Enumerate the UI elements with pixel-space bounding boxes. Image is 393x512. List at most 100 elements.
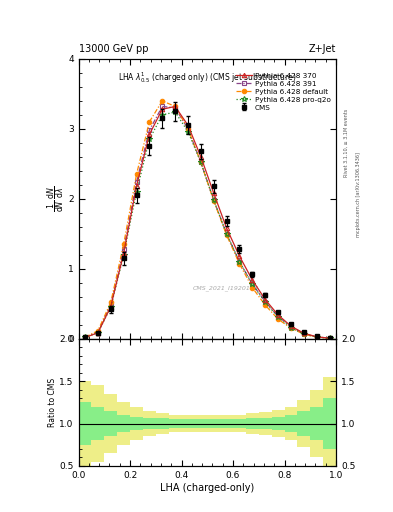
Pythia 6.428 pro-q2o bbox=[288, 325, 293, 331]
Bar bbox=[208, 419, 220, 428]
Text: LHA $\lambda^{1}_{0.5}$ (charged only) (CMS jet substructure): LHA $\lambda^{1}_{0.5}$ (charged only) (… bbox=[118, 70, 297, 85]
Pythia 6.428 default bbox=[263, 302, 268, 308]
Pythia 6.428 pro-q2o bbox=[198, 159, 203, 165]
Pythia 6.428 default bbox=[134, 171, 139, 177]
Pythia 6.428 pro-q2o bbox=[121, 252, 126, 258]
Pythia 6.428 pro-q2o bbox=[250, 281, 255, 287]
Pythia 6.428 370 bbox=[108, 304, 113, 310]
Pythia 6.428 391 bbox=[250, 281, 255, 287]
Legend: Pythia 6.428 370, Pythia 6.428 391, Pythia 6.428 default, Pythia 6.428 pro-q2o, : Pythia 6.428 370, Pythia 6.428 391, Pyth… bbox=[235, 71, 332, 112]
Pythia 6.428 default bbox=[121, 241, 126, 247]
Text: Z+Jet: Z+Jet bbox=[309, 44, 336, 54]
Bar bbox=[208, 415, 220, 432]
Pythia 6.428 370 bbox=[327, 335, 332, 342]
Bar bbox=[272, 417, 285, 430]
Bar bbox=[130, 407, 143, 440]
Pythia 6.428 default bbox=[237, 261, 242, 267]
Pythia 6.428 370 bbox=[250, 277, 255, 283]
Bar bbox=[246, 418, 259, 429]
Bar bbox=[105, 394, 117, 453]
Pythia 6.428 370 bbox=[211, 190, 216, 196]
Bar bbox=[79, 381, 92, 466]
Bar bbox=[182, 419, 195, 428]
Pythia 6.428 default bbox=[198, 159, 203, 165]
Bar bbox=[323, 377, 336, 470]
Pythia 6.428 370 bbox=[160, 106, 165, 112]
Pythia 6.428 391 bbox=[211, 197, 216, 203]
Pythia 6.428 pro-q2o bbox=[95, 330, 100, 336]
Pythia 6.428 pro-q2o bbox=[185, 129, 190, 135]
Bar bbox=[298, 411, 310, 436]
Pythia 6.428 pro-q2o bbox=[160, 112, 165, 118]
Bar bbox=[156, 413, 169, 434]
Bar bbox=[323, 398, 336, 449]
Bar bbox=[259, 418, 272, 430]
Bar bbox=[220, 419, 233, 428]
Pythia 6.428 pro-q2o bbox=[147, 136, 152, 142]
Pythia 6.428 pro-q2o bbox=[301, 331, 306, 337]
Line: Pythia 6.428 default: Pythia 6.428 default bbox=[83, 99, 332, 340]
Pythia 6.428 391 bbox=[301, 330, 306, 336]
Pythia 6.428 default bbox=[173, 103, 178, 110]
Bar bbox=[310, 407, 323, 440]
Pythia 6.428 391 bbox=[160, 103, 165, 110]
Bar bbox=[117, 402, 130, 445]
Pythia 6.428 391 bbox=[95, 329, 100, 335]
Pythia 6.428 pro-q2o bbox=[83, 334, 87, 340]
Pythia 6.428 default bbox=[185, 126, 190, 132]
Pythia 6.428 370 bbox=[134, 183, 139, 189]
Bar bbox=[143, 411, 156, 436]
Pythia 6.428 pro-q2o bbox=[108, 304, 113, 310]
Bar bbox=[298, 400, 310, 447]
Pythia 6.428 391 bbox=[134, 179, 139, 185]
Pythia 6.428 default bbox=[224, 232, 229, 238]
Text: Rivet 3.1.10, ≥ 3.1M events: Rivet 3.1.10, ≥ 3.1M events bbox=[344, 109, 349, 178]
Pythia 6.428 370 bbox=[224, 225, 229, 231]
Bar bbox=[195, 415, 208, 432]
Pythia 6.428 391 bbox=[83, 334, 87, 340]
Pythia 6.428 391 bbox=[276, 313, 281, 319]
Line: Pythia 6.428 370: Pythia 6.428 370 bbox=[83, 104, 332, 340]
Pythia 6.428 default bbox=[327, 335, 332, 342]
X-axis label: LHA (charged-only): LHA (charged-only) bbox=[160, 482, 254, 493]
Pythia 6.428 370 bbox=[314, 334, 319, 340]
Text: mcplots.cern.ch [arXiv:1306.3436]: mcplots.cern.ch [arXiv:1306.3436] bbox=[356, 152, 361, 237]
Bar bbox=[233, 419, 246, 428]
Pythia 6.428 default bbox=[108, 300, 113, 306]
Bar bbox=[220, 415, 233, 432]
Pythia 6.428 default bbox=[95, 328, 100, 334]
Bar bbox=[92, 407, 105, 440]
Bar bbox=[143, 418, 156, 430]
Pythia 6.428 391 bbox=[198, 159, 203, 165]
Pythia 6.428 370 bbox=[276, 312, 281, 318]
Y-axis label: Ratio to CMS: Ratio to CMS bbox=[48, 378, 57, 427]
Bar bbox=[272, 410, 285, 437]
Pythia 6.428 pro-q2o bbox=[276, 314, 281, 320]
Bar bbox=[310, 390, 323, 457]
Pythia 6.428 default bbox=[276, 316, 281, 322]
Pythia 6.428 default bbox=[250, 285, 255, 291]
Pythia 6.428 default bbox=[288, 325, 293, 331]
Pythia 6.428 370 bbox=[95, 330, 100, 336]
Text: 13000 GeV pp: 13000 GeV pp bbox=[79, 44, 148, 54]
Bar bbox=[182, 415, 195, 432]
Pythia 6.428 pro-q2o bbox=[211, 197, 216, 203]
Pythia 6.428 default bbox=[314, 334, 319, 340]
Pythia 6.428 370 bbox=[147, 132, 152, 138]
Bar bbox=[285, 407, 298, 440]
Bar bbox=[246, 413, 259, 434]
Bar bbox=[156, 418, 169, 429]
Pythia 6.428 391 bbox=[224, 231, 229, 237]
Bar bbox=[169, 415, 182, 432]
Pythia 6.428 pro-q2o bbox=[224, 231, 229, 237]
Pythia 6.428 370 bbox=[237, 253, 242, 259]
Bar bbox=[233, 415, 246, 432]
Pythia 6.428 pro-q2o bbox=[263, 300, 268, 306]
Bar bbox=[79, 402, 92, 445]
Pythia 6.428 391 bbox=[263, 298, 268, 305]
Pythia 6.428 default bbox=[160, 98, 165, 104]
Pythia 6.428 pro-q2o bbox=[173, 109, 178, 115]
Pythia 6.428 370 bbox=[288, 323, 293, 329]
Pythia 6.428 391 bbox=[121, 246, 126, 252]
Pythia 6.428 370 bbox=[301, 330, 306, 336]
